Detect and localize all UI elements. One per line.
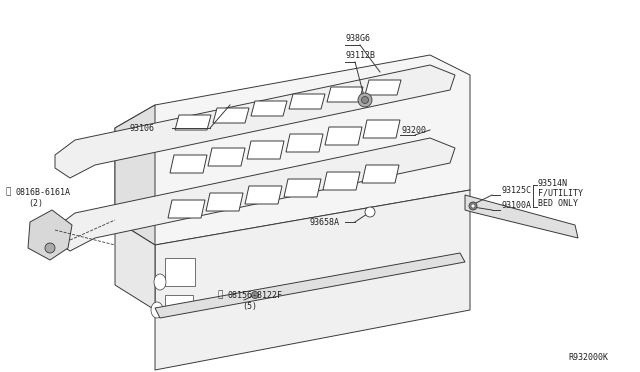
Circle shape (471, 204, 475, 208)
Text: (2): (2) (28, 199, 43, 208)
Polygon shape (323, 172, 360, 190)
Polygon shape (245, 186, 282, 204)
Polygon shape (168, 200, 205, 218)
Polygon shape (170, 155, 207, 173)
Text: 93658A: 93658A (310, 218, 340, 227)
Polygon shape (284, 179, 321, 197)
Polygon shape (362, 165, 399, 183)
Polygon shape (175, 115, 211, 130)
Text: F/UTILITY: F/UTILITY (538, 189, 583, 198)
Circle shape (358, 93, 372, 107)
Text: R932000K: R932000K (568, 353, 608, 362)
Text: 93106: 93106 (130, 124, 155, 132)
Text: 93514N: 93514N (538, 179, 568, 187)
Polygon shape (155, 190, 470, 370)
Polygon shape (325, 127, 362, 145)
Polygon shape (251, 101, 287, 116)
Polygon shape (55, 65, 455, 178)
Ellipse shape (151, 302, 163, 318)
Polygon shape (55, 138, 455, 251)
Polygon shape (365, 80, 401, 95)
Polygon shape (115, 220, 155, 310)
Polygon shape (363, 120, 400, 138)
Circle shape (469, 202, 477, 210)
Polygon shape (213, 108, 249, 123)
Circle shape (362, 96, 369, 103)
Text: 08156-8122F: 08156-8122F (228, 291, 283, 299)
Polygon shape (115, 105, 155, 245)
Polygon shape (465, 195, 578, 238)
Text: 93200: 93200 (401, 125, 426, 135)
Polygon shape (115, 55, 470, 245)
Polygon shape (286, 134, 323, 152)
Bar (165, 258, 195, 286)
Text: (5): (5) (242, 302, 257, 311)
Text: Ⓑ: Ⓑ (218, 291, 223, 299)
Polygon shape (208, 148, 245, 166)
Circle shape (252, 292, 259, 298)
Bar (165, 295, 193, 310)
Ellipse shape (154, 274, 166, 290)
Polygon shape (28, 210, 72, 260)
Text: 93112B: 93112B (346, 51, 376, 60)
Circle shape (365, 207, 375, 217)
Text: 938G6: 938G6 (346, 33, 371, 42)
Text: Ⓑ: Ⓑ (5, 187, 10, 196)
Text: 0816B-6161A: 0816B-6161A (16, 187, 71, 196)
Polygon shape (155, 253, 465, 318)
Text: 93125C: 93125C (501, 186, 531, 195)
Polygon shape (327, 87, 363, 102)
Polygon shape (206, 193, 243, 211)
Text: 93100A: 93100A (501, 201, 531, 209)
Circle shape (45, 243, 55, 253)
Polygon shape (247, 141, 284, 159)
Text: BED ONLY: BED ONLY (538, 199, 578, 208)
Polygon shape (289, 94, 325, 109)
